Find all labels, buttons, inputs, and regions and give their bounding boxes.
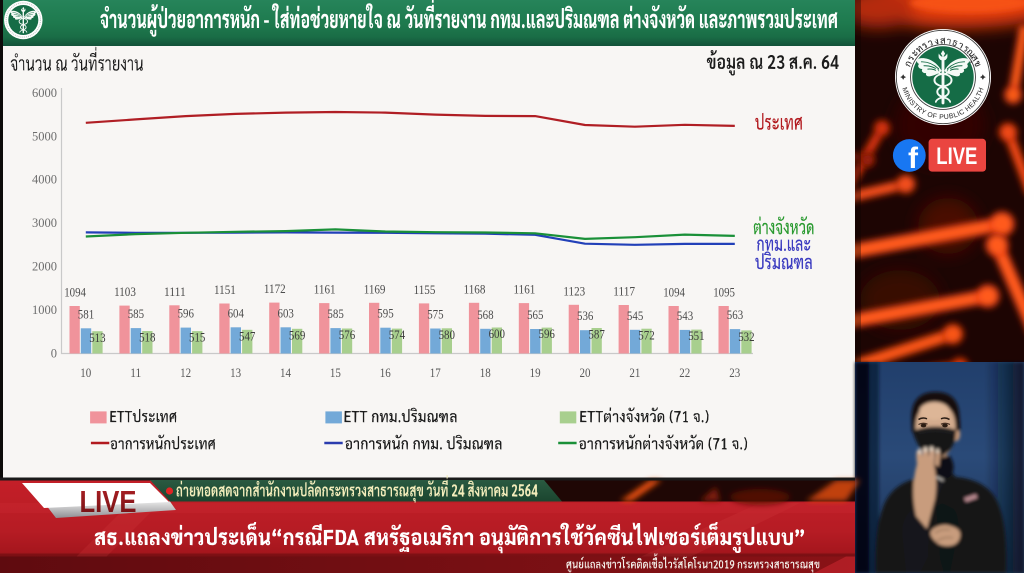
svg-text:587: 587 bbox=[588, 328, 604, 342]
svg-text:536: 536 bbox=[577, 309, 593, 323]
svg-text:1168: 1168 bbox=[464, 282, 486, 296]
svg-text:518: 518 bbox=[139, 331, 155, 345]
svg-text:543: 543 bbox=[677, 309, 693, 323]
svg-text:1095: 1095 bbox=[713, 286, 735, 300]
svg-text:23: 23 bbox=[729, 365, 740, 380]
svg-text:3000: 3000 bbox=[32, 216, 57, 230]
svg-text:1103: 1103 bbox=[114, 285, 136, 299]
svg-text:585: 585 bbox=[128, 307, 144, 321]
svg-text:13: 13 bbox=[230, 365, 241, 380]
svg-text:18: 18 bbox=[480, 365, 491, 380]
svg-text:5000: 5000 bbox=[32, 129, 57, 143]
svg-text:603: 603 bbox=[278, 306, 294, 320]
svg-text:1094: 1094 bbox=[663, 286, 685, 300]
svg-text:1151: 1151 bbox=[214, 283, 236, 297]
svg-text:585: 585 bbox=[327, 307, 343, 321]
svg-text:20: 20 bbox=[580, 365, 591, 380]
svg-text:596: 596 bbox=[539, 327, 555, 341]
svg-text:10: 10 bbox=[80, 365, 91, 380]
svg-text:1172: 1172 bbox=[264, 282, 286, 296]
svg-text:563: 563 bbox=[727, 308, 743, 322]
svg-text:1000: 1000 bbox=[32, 303, 57, 317]
svg-text:LIVE: LIVE bbox=[80, 485, 137, 519]
svg-text:1161: 1161 bbox=[514, 283, 536, 297]
svg-text:547: 547 bbox=[239, 329, 255, 343]
svg-text:4000: 4000 bbox=[32, 173, 57, 187]
svg-text:14: 14 bbox=[280, 365, 291, 380]
svg-text:1117: 1117 bbox=[613, 285, 635, 299]
svg-text:565: 565 bbox=[527, 308, 543, 322]
svg-text:545: 545 bbox=[627, 309, 643, 323]
svg-text:574: 574 bbox=[389, 328, 405, 342]
svg-text:515: 515 bbox=[189, 331, 205, 345]
svg-text:LIVE: LIVE bbox=[936, 143, 977, 170]
svg-text:0: 0 bbox=[51, 346, 57, 360]
svg-text:575: 575 bbox=[427, 308, 443, 322]
svg-text:f: f bbox=[908, 142, 919, 175]
svg-text:16: 16 bbox=[380, 365, 391, 380]
svg-text:1169: 1169 bbox=[364, 282, 386, 296]
svg-text:532: 532 bbox=[738, 330, 754, 344]
svg-text:1123: 1123 bbox=[563, 284, 585, 298]
svg-text:568: 568 bbox=[477, 308, 493, 322]
svg-text:580: 580 bbox=[439, 328, 455, 342]
svg-text:1161: 1161 bbox=[314, 283, 336, 297]
svg-text:2000: 2000 bbox=[32, 260, 57, 274]
svg-text:1094: 1094 bbox=[64, 286, 86, 300]
svg-text:15: 15 bbox=[330, 365, 341, 380]
svg-text:513: 513 bbox=[89, 331, 105, 345]
svg-text:1155: 1155 bbox=[414, 283, 436, 297]
svg-text:12: 12 bbox=[180, 365, 191, 380]
svg-text:22: 22 bbox=[679, 365, 690, 380]
svg-text:581: 581 bbox=[78, 307, 94, 321]
svg-text:11: 11 bbox=[130, 365, 141, 380]
svg-text:600: 600 bbox=[489, 327, 505, 341]
svg-text:595: 595 bbox=[377, 307, 393, 321]
svg-text:596: 596 bbox=[178, 307, 194, 321]
svg-text:569: 569 bbox=[289, 328, 305, 342]
svg-text:551: 551 bbox=[688, 329, 704, 343]
svg-text:576: 576 bbox=[339, 328, 355, 342]
svg-text:19: 19 bbox=[530, 365, 541, 380]
svg-text:21: 21 bbox=[629, 365, 640, 380]
svg-text:6000: 6000 bbox=[32, 86, 57, 100]
svg-text:572: 572 bbox=[638, 328, 654, 342]
svg-text:604: 604 bbox=[228, 306, 244, 320]
svg-text:17: 17 bbox=[430, 365, 441, 380]
svg-text:1111: 1111 bbox=[164, 285, 186, 299]
